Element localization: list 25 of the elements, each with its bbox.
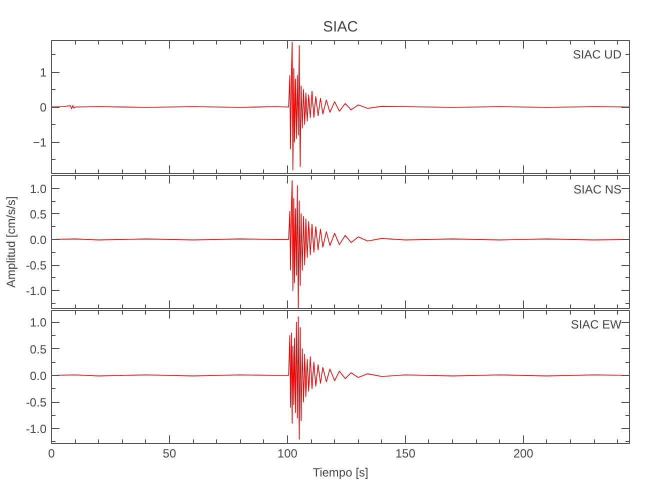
y-axis-title: Amplitud [cm/s/s] xyxy=(4,196,18,288)
x-tick-label: 50 xyxy=(162,446,176,460)
x-tick-label: 0 xyxy=(48,446,56,460)
y-tick-label: 0 xyxy=(40,100,47,114)
annotation: SIAC UD xyxy=(572,48,622,62)
x-tick-label: 150 xyxy=(395,446,416,460)
y-tick-label: -0.5 xyxy=(26,396,47,410)
y-tick-label: -1.0 xyxy=(26,284,47,298)
y-tick-label: 0.0 xyxy=(30,368,47,383)
annotation: SIAC EW xyxy=(570,318,622,332)
chart-title: SIAC xyxy=(322,18,358,36)
x-tick-label: 200 xyxy=(513,446,534,460)
y-tick-label: -1.0 xyxy=(26,422,47,436)
x-tick-label: 100 xyxy=(277,446,298,460)
y-tick-label: 1.0 xyxy=(30,182,47,196)
x-axis-title: Tiempo [s] xyxy=(312,466,368,480)
line-series xyxy=(52,42,630,170)
y-tick-label: 0.5 xyxy=(30,342,47,356)
y-tick-label: 1 xyxy=(40,66,47,80)
y-tick-label: 0.5 xyxy=(30,207,47,222)
y-tick-label: -0.5 xyxy=(26,258,47,273)
annotation: SIAC NS xyxy=(573,182,622,196)
y-tick-label: −1 xyxy=(32,136,47,150)
y-tick-label: 1.0 xyxy=(30,316,47,330)
y-tick-label: 0.0 xyxy=(30,232,47,247)
